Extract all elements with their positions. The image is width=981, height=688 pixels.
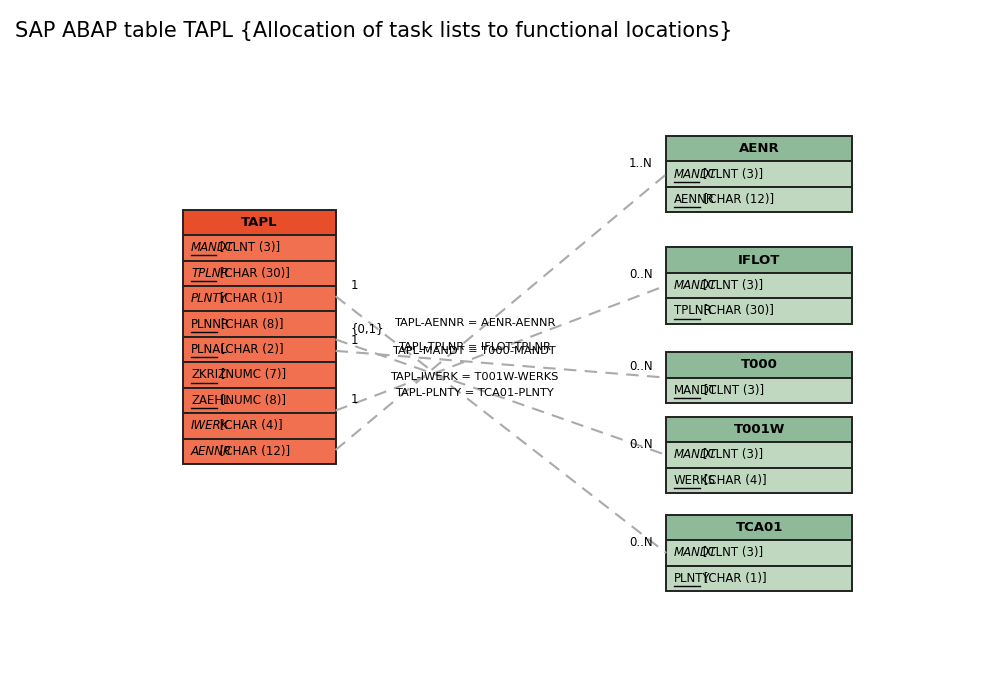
Text: T000: T000 (741, 358, 778, 372)
Text: AENNR: AENNR (674, 193, 715, 206)
FancyBboxPatch shape (666, 540, 852, 566)
Text: [CLNT (3)]: [CLNT (3)] (698, 449, 762, 462)
Text: WERKS: WERKS (674, 474, 716, 487)
FancyBboxPatch shape (666, 515, 852, 540)
Text: TPLNR: TPLNR (674, 304, 711, 317)
Text: AENNR: AENNR (191, 444, 232, 458)
Text: [CHAR (4)]: [CHAR (4)] (699, 474, 766, 487)
Text: MANDT: MANDT (674, 449, 717, 462)
FancyBboxPatch shape (183, 363, 336, 388)
Text: TAPL-TPLNR = IFLOT-TPLNR: TAPL-TPLNR = IFLOT-TPLNR (398, 342, 551, 352)
Text: [CHAR (30)]: [CHAR (30)] (216, 267, 289, 280)
FancyBboxPatch shape (183, 438, 336, 464)
Text: 1..N: 1..N (629, 157, 652, 170)
Text: [CHAR (1)]: [CHAR (1)] (699, 572, 766, 585)
Text: [CHAR (1)]: [CHAR (1)] (216, 292, 283, 305)
Text: TPLNR: TPLNR (191, 267, 229, 280)
Text: [NUMC (8)]: [NUMC (8)] (217, 394, 285, 407)
FancyBboxPatch shape (666, 417, 852, 442)
FancyBboxPatch shape (183, 235, 336, 261)
Text: TAPL-PLNTY = TCA01-PLNTY: TAPL-PLNTY = TCA01-PLNTY (395, 387, 554, 398)
Text: [CHAR (4)]: [CHAR (4)] (216, 420, 283, 432)
Text: 0..N: 0..N (629, 361, 652, 374)
Text: TAPL-MANDT = T000-MANDT: TAPL-MANDT = T000-MANDT (392, 346, 556, 356)
FancyBboxPatch shape (183, 388, 336, 413)
Text: [CLNT (3)]: [CLNT (3)] (698, 546, 762, 559)
FancyBboxPatch shape (666, 187, 852, 213)
Text: [CLNT (3)]: [CLNT (3)] (698, 168, 762, 181)
Text: [CHAR (2)]: [CHAR (2)] (217, 343, 284, 356)
Text: [CHAR (12)]: [CHAR (12)] (699, 193, 774, 206)
Text: TAPL-IWERK = T001W-WERKS: TAPL-IWERK = T001W-WERKS (390, 372, 558, 382)
FancyBboxPatch shape (666, 566, 852, 591)
Text: ZKRIZ: ZKRIZ (191, 369, 227, 381)
Text: [CHAR (8)]: [CHAR (8)] (217, 318, 284, 331)
FancyBboxPatch shape (666, 162, 852, 187)
Text: {0,1}: {0,1} (351, 322, 385, 335)
Text: [CLNT (3)]: [CLNT (3)] (699, 384, 764, 397)
Text: MANDT: MANDT (674, 384, 717, 397)
FancyBboxPatch shape (666, 352, 852, 378)
FancyBboxPatch shape (183, 312, 336, 337)
Text: [CHAR (30)]: [CHAR (30)] (699, 304, 774, 317)
Text: MANDT: MANDT (191, 241, 234, 255)
Text: MANDT: MANDT (674, 546, 717, 559)
Text: IWERK: IWERK (191, 420, 230, 432)
Text: PLNTY: PLNTY (191, 292, 228, 305)
Text: AENR: AENR (739, 142, 780, 155)
FancyBboxPatch shape (183, 413, 336, 438)
FancyBboxPatch shape (666, 272, 852, 298)
Text: MANDT: MANDT (674, 168, 717, 181)
FancyBboxPatch shape (183, 210, 336, 235)
FancyBboxPatch shape (666, 378, 852, 403)
Text: 0..N: 0..N (629, 438, 652, 451)
Text: 1: 1 (351, 394, 358, 407)
FancyBboxPatch shape (183, 286, 336, 312)
Text: 1: 1 (351, 334, 358, 347)
Text: 1: 1 (351, 279, 358, 292)
FancyBboxPatch shape (666, 136, 852, 162)
Text: TCA01: TCA01 (736, 521, 783, 534)
Text: PLNAL: PLNAL (191, 343, 228, 356)
Text: [CHAR (12)]: [CHAR (12)] (216, 444, 289, 458)
Text: T001W: T001W (734, 423, 785, 436)
FancyBboxPatch shape (666, 247, 852, 272)
FancyBboxPatch shape (666, 298, 852, 323)
Text: TAPL: TAPL (241, 216, 278, 229)
Text: PLNTY: PLNTY (674, 572, 710, 585)
FancyBboxPatch shape (183, 261, 336, 286)
Text: ZAEHL: ZAEHL (191, 394, 230, 407)
Text: [NUMC (7)]: [NUMC (7)] (217, 369, 286, 381)
Text: TAPL-AENNR = AENR-AENNR: TAPL-AENNR = AENR-AENNR (393, 318, 555, 327)
Text: MANDT: MANDT (674, 279, 717, 292)
Text: [CLNT (3)]: [CLNT (3)] (216, 241, 280, 255)
Text: IFLOT: IFLOT (738, 254, 781, 266)
Text: SAP ABAP table TAPL {Allocation of task lists to functional locations}: SAP ABAP table TAPL {Allocation of task … (15, 21, 732, 41)
FancyBboxPatch shape (666, 442, 852, 468)
Text: 0..N: 0..N (629, 536, 652, 549)
FancyBboxPatch shape (666, 468, 852, 493)
Text: [CLNT (3)]: [CLNT (3)] (698, 279, 762, 292)
Text: 0..N: 0..N (629, 268, 652, 281)
FancyBboxPatch shape (183, 337, 336, 363)
Text: PLNNR: PLNNR (191, 318, 231, 331)
